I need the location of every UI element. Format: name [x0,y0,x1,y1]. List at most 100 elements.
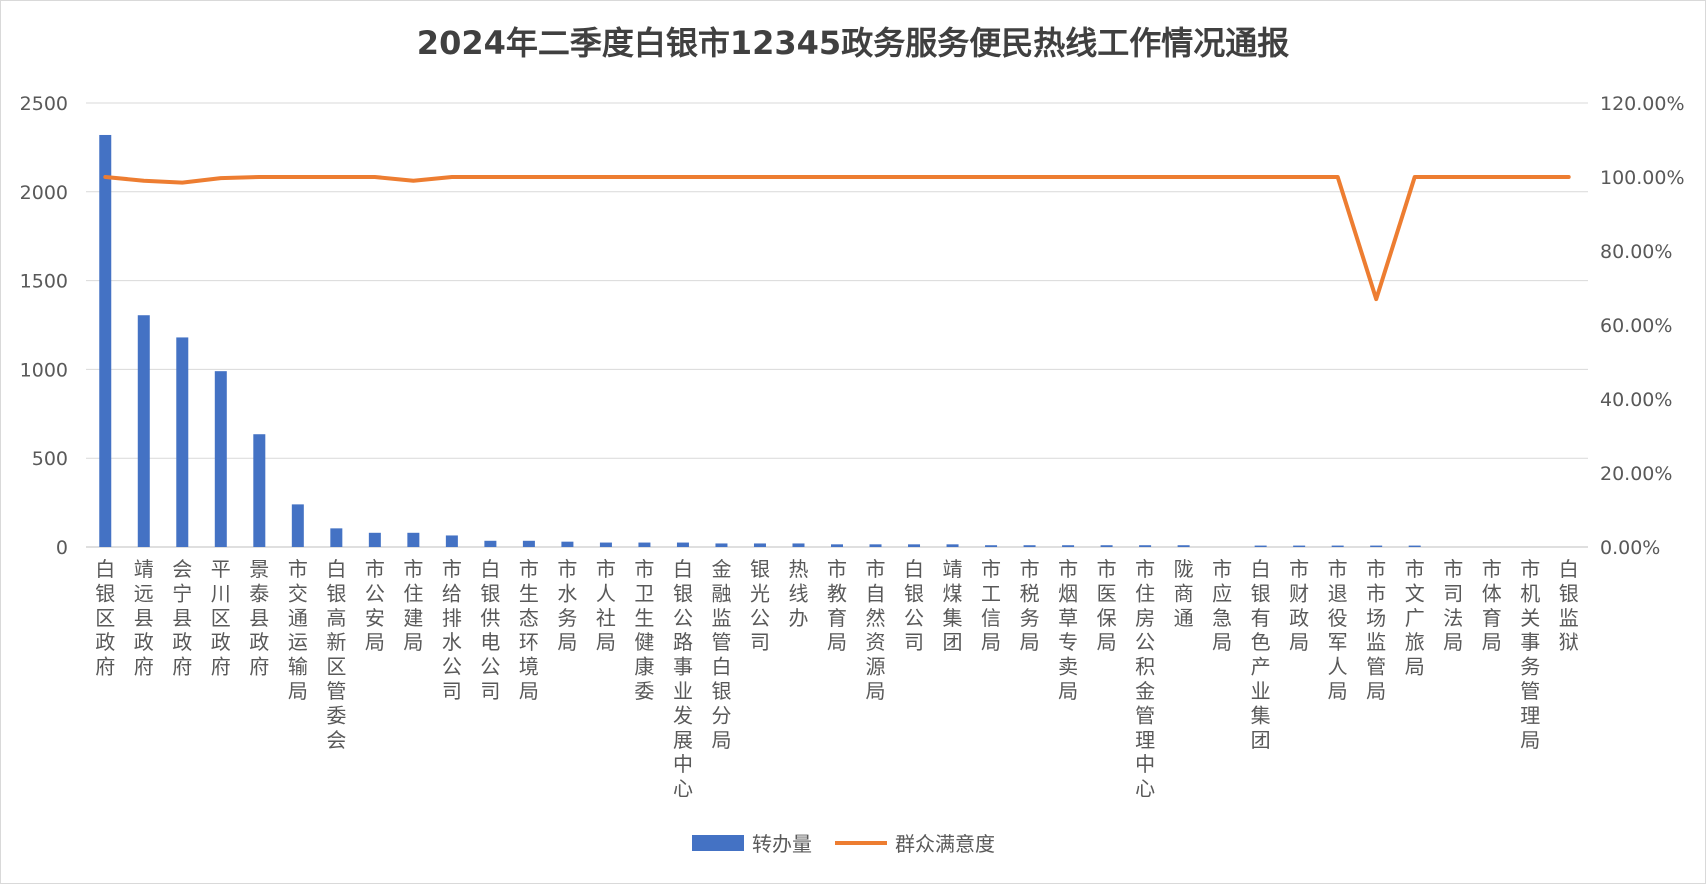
bar-3 [176,337,189,547]
line-point-23 [952,176,954,178]
line-point-31 [1260,176,1262,178]
bar-20 [831,544,843,547]
right-axis-ticks: 0.00% 20.00% 40.00% 60.00% 80.00% 100.00% 120.… [1600,93,1685,559]
bar-23 [946,544,959,547]
line-point-7 [335,176,337,178]
category-label: 市税务局 [1020,557,1040,654]
bar-25 [1023,545,1036,547]
bar-1 [99,134,112,547]
line-point-8 [374,176,376,178]
category-label: 市教育局 [827,557,847,654]
line-point-11 [489,176,491,178]
line-point-22 [913,176,915,178]
category-label: 市卫生健康委 [634,557,654,703]
bar-28 [1139,545,1152,547]
category-label: 市自然资源局 [866,557,886,703]
line-point-13 [566,176,568,178]
bar-7 [330,528,343,547]
category-label: 白银公路事业发展中心 [673,557,693,801]
category-label: 平川区政府 [211,557,231,679]
category-label: 市文广旅局 [1405,557,1425,679]
bar-35 [1408,545,1421,547]
left-axis-ticks: 0 500 1000 1500 2000 2500 [20,93,68,559]
line-point-25 [1029,176,1031,178]
category-label: 市公安局 [365,557,385,654]
category-label: 陇商通 [1174,557,1194,630]
line-point-32 [1298,176,1300,178]
left-tick-label: 2500 [20,93,68,115]
line-point-28 [1144,176,1146,178]
legend-label-line: 群众满意度 [895,832,995,856]
category-label: 白银有色产业集团 [1251,557,1271,752]
line-point-38 [1529,176,1531,178]
bar-24 [985,545,998,547]
bar-17 [715,543,728,547]
bar-2 [137,315,150,547]
category-label: 市市场监管局 [1366,557,1386,703]
bar-16 [676,542,689,547]
bar-31 [1254,545,1267,547]
line-point-18 [759,176,761,178]
category-label: 市生态环境局 [519,557,539,703]
line-point-30 [1221,176,1223,178]
bar-34 [1370,545,1383,547]
bar-32 [1293,545,1306,547]
category-label: 白银高新区管委会 [326,557,346,752]
line-point-34 [1375,298,1377,300]
category-label: 景泰县政府 [249,557,269,679]
legend-swatch-bar [692,835,744,851]
bar-14 [599,542,612,547]
left-tick-label: 500 [32,448,68,470]
bar-12 [522,540,535,547]
bar-27 [1100,545,1113,547]
right-tick-label: 80.00% [1600,241,1672,263]
left-tick-label: 0 [56,537,68,559]
category-label: 白银监狱 [1559,557,1579,654]
line-point-36 [1452,176,1454,178]
line-point-16 [682,176,684,178]
line-point-3 [181,182,183,184]
line-point-12 [528,176,530,178]
right-tick-label: 20.00% [1600,463,1672,485]
left-tick-label: 2000 [20,182,68,204]
right-tick-label: 120.00% [1600,93,1685,115]
bar-8 [368,532,381,547]
category-label: 市交通运输局 [288,557,308,703]
category-label: 靖远县政府 [134,557,154,679]
bar-19 [792,543,805,547]
line-point-15 [643,176,645,178]
line-series [103,175,1571,302]
category-label: 市退役军人局 [1328,557,1348,703]
bar-5 [253,434,266,547]
line-point-4 [220,177,222,179]
bar-22 [908,544,921,547]
line-point-9 [412,180,414,182]
category-label: 市体育局 [1482,557,1502,654]
line-point-10 [451,176,453,178]
category-label: 白银公司 [904,557,924,654]
category-label: 银光公司 [750,557,770,654]
line-point-5 [258,176,260,178]
category-label: 市烟草专卖局 [1058,557,1078,703]
category-label: 白银区政府 [95,557,115,679]
left-tick-label: 1000 [20,359,68,381]
category-label: 市住房公积金管理中心 [1135,557,1155,801]
line-point-33 [1337,176,1339,178]
bar-11 [484,540,497,547]
chart-title: 2024年二季度白银市12345政务服务便民热线工作情况通报 [417,24,1289,62]
legend-label-bar: 转办量 [752,832,812,856]
category-label: 白银供电公司 [480,557,500,703]
category-label: 市给排水公司 [442,557,462,703]
category-label: 会宁县政府 [172,557,192,679]
bar-13 [561,541,574,547]
line-point-20 [836,176,838,178]
bar-4 [214,371,227,547]
category-label: 靖煤集团 [943,557,963,654]
legend: 转办量 群众满意度 [692,832,995,856]
category-label: 市工信局 [981,557,1001,654]
line-point-39 [1568,176,1570,178]
category-labels: 白银区政府靖远县政府会宁县政府平川区政府景泰县政府市交通运输局白银高新区管委会市… [95,557,1578,801]
line-point-24 [990,176,992,178]
